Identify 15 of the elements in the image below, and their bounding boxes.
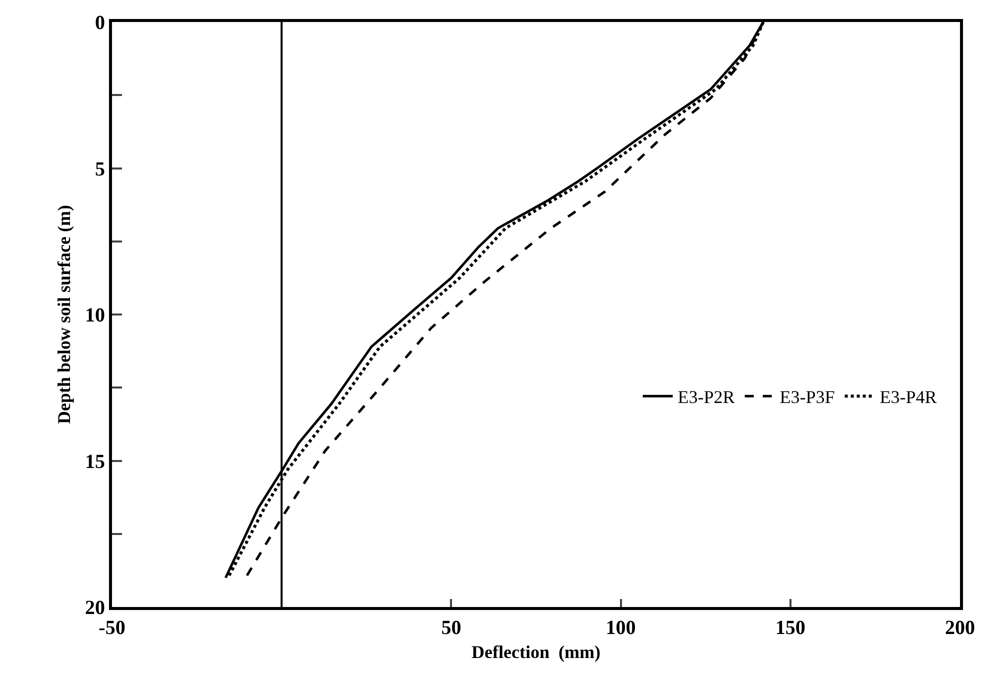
x-tick-label: 200 bbox=[945, 617, 975, 639]
legend-label: E3-P2R bbox=[678, 387, 735, 408]
y-tick-label: 0 bbox=[95, 12, 105, 34]
x-tick-label: 100 bbox=[606, 617, 636, 639]
x-tick-label: -50 bbox=[98, 617, 126, 639]
y-tick-label: 15 bbox=[85, 450, 105, 473]
legend-label: E3-P4R bbox=[880, 387, 937, 408]
x-tick-label: 150 bbox=[775, 617, 806, 639]
y-tick-label: 5 bbox=[95, 158, 105, 180]
y-tick-label: 20 bbox=[85, 597, 105, 619]
y-tick-label: 10 bbox=[85, 304, 105, 326]
x-axis-title: Deflection (mm) bbox=[472, 642, 600, 662]
legend-label: E3-P3F bbox=[780, 387, 835, 408]
y-axis-title: Depth below soil surface (m) bbox=[54, 205, 74, 424]
x-tick-label: 50 bbox=[441, 617, 462, 639]
